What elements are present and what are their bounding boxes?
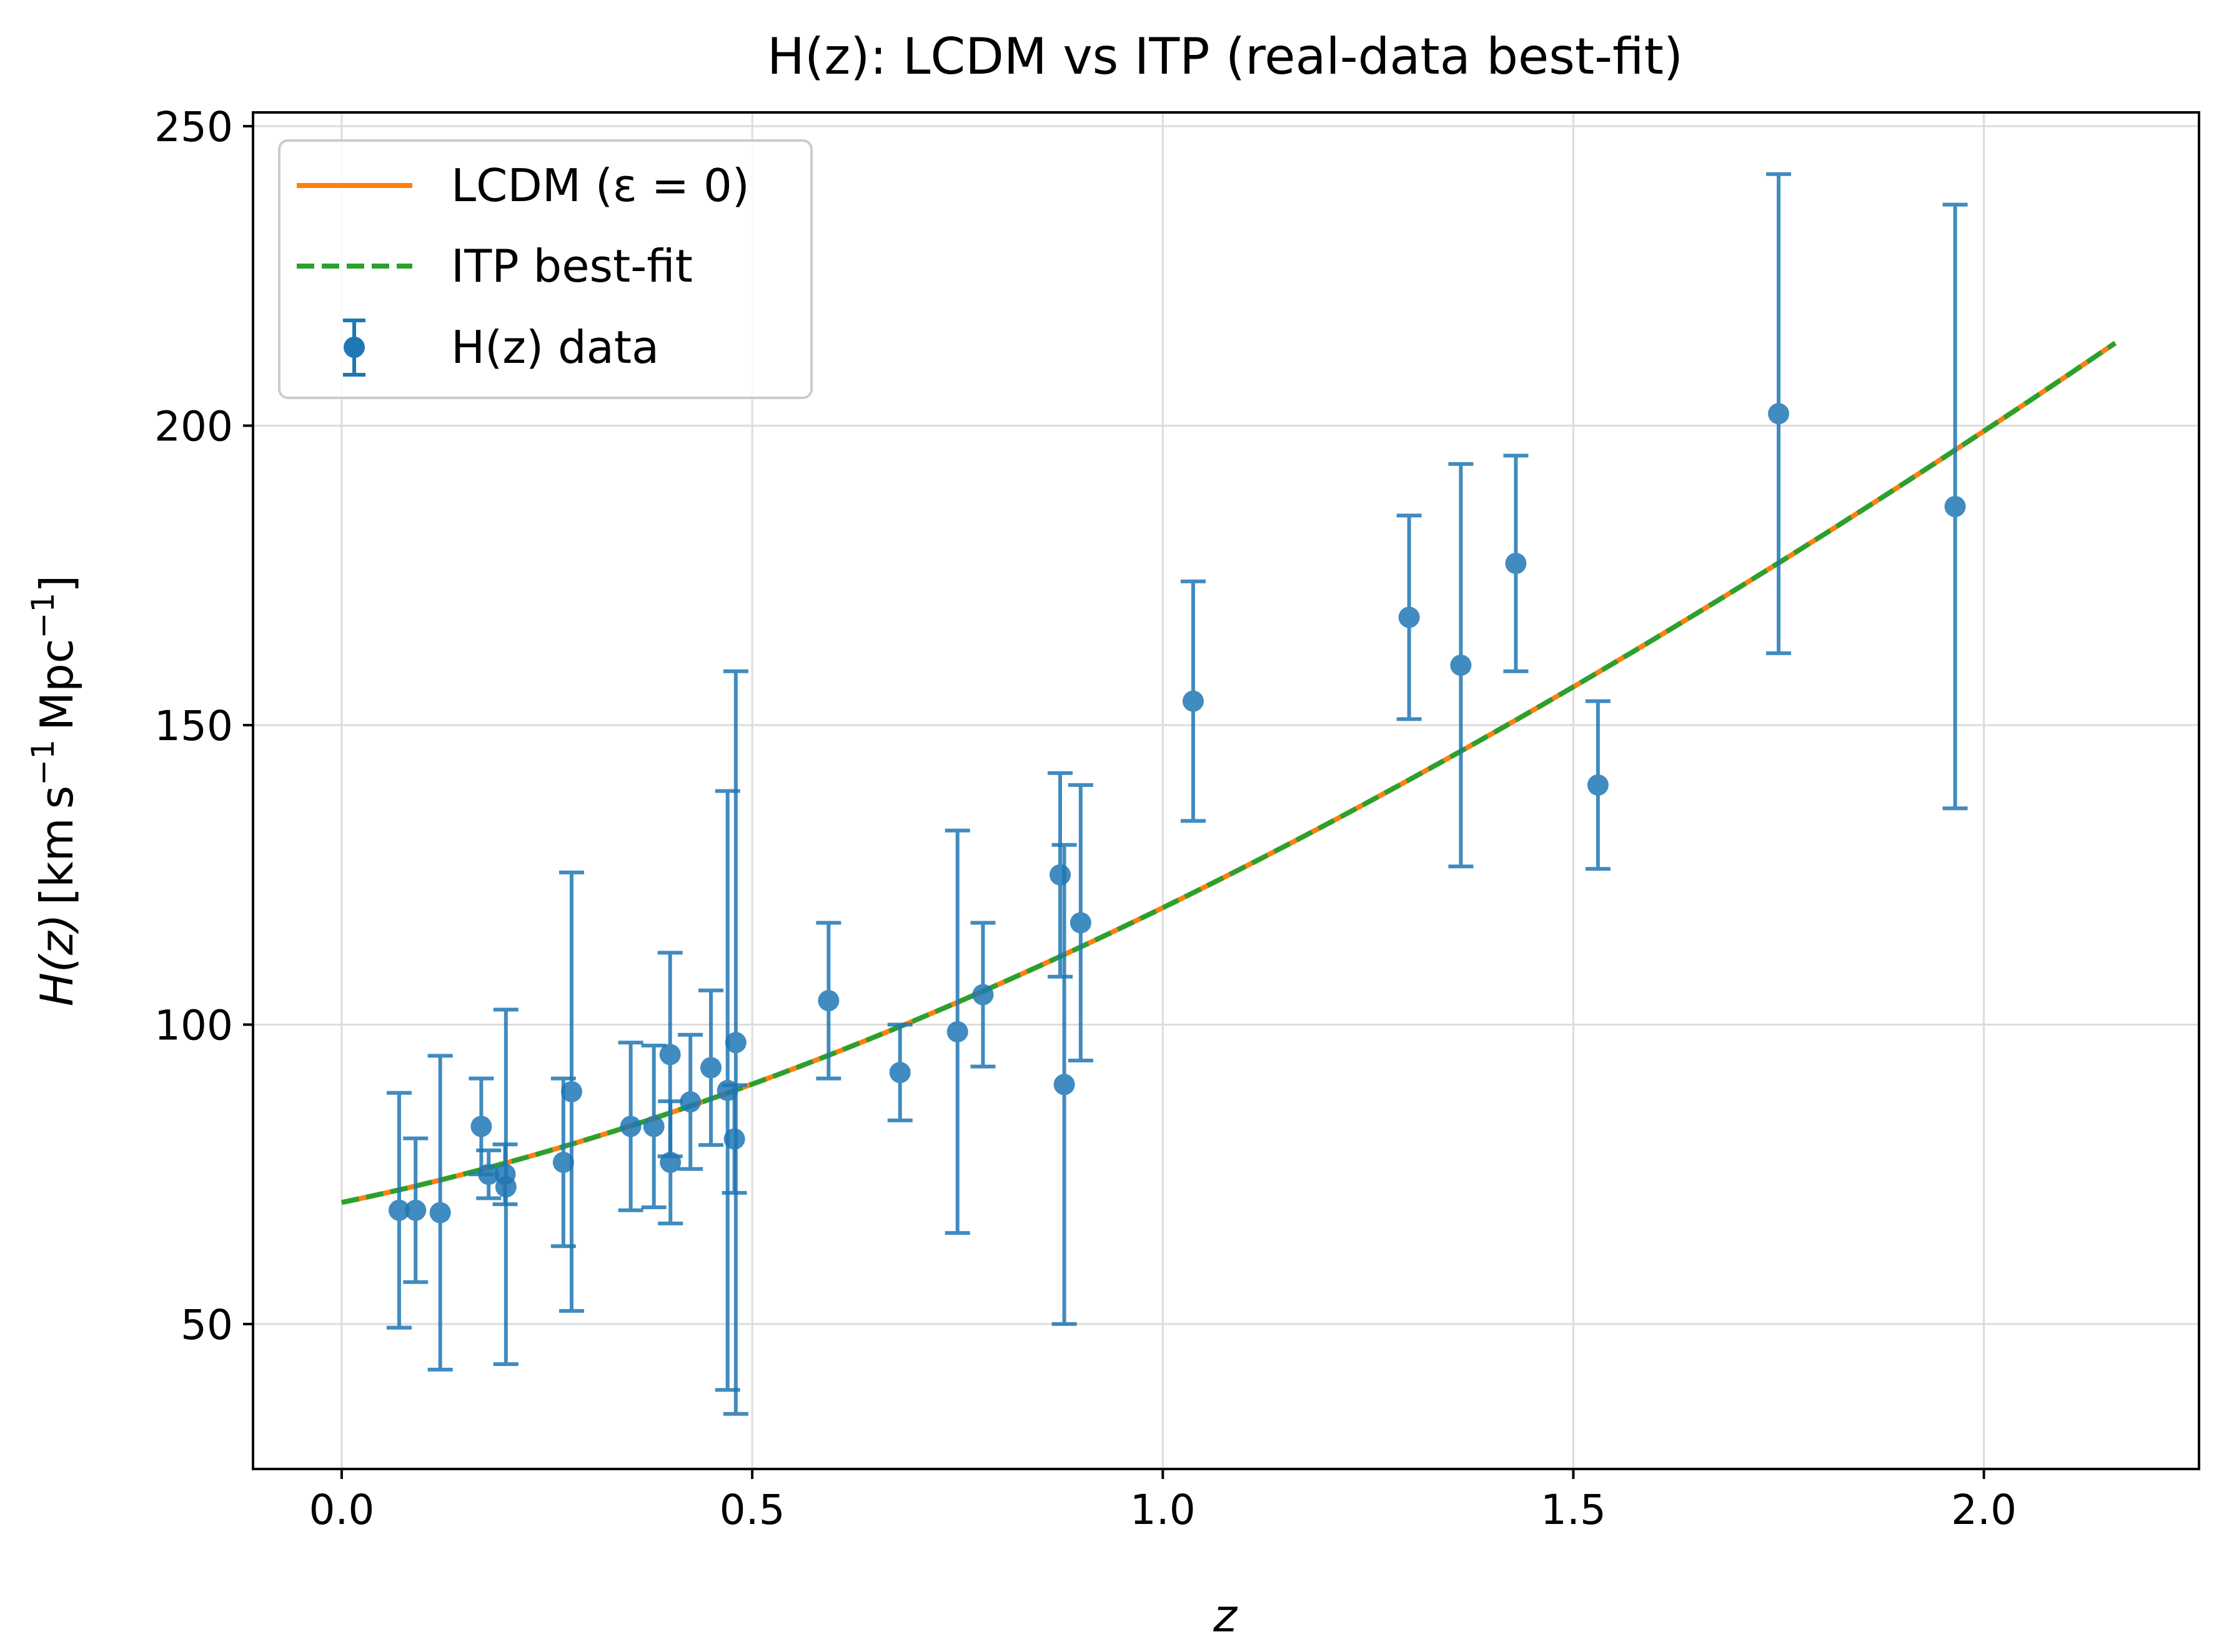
data-marker [1182, 690, 1204, 712]
data-point [698, 988, 724, 1147]
y-axis-unit-mpc: Mpc [31, 639, 83, 731]
data-marker [1050, 864, 1071, 886]
axes-frame [252, 111, 2200, 1470]
data-point [1068, 783, 1093, 1063]
data-point [678, 1032, 703, 1171]
x-tick-label: 1.0 [1130, 1486, 1196, 1534]
data-point [427, 1054, 453, 1372]
data-marker [725, 1032, 747, 1054]
data-marker [495, 1176, 517, 1198]
data-point [1448, 462, 1474, 869]
data-point [1942, 202, 1968, 811]
data-marker [700, 1057, 722, 1079]
data-point [403, 1136, 429, 1284]
legend-data-label: H(z) data [451, 321, 659, 373]
data-marker [1070, 912, 1091, 934]
data-marker [478, 1164, 500, 1185]
data-point [469, 1076, 494, 1177]
y-axis-unit-s-exponent: −1 [25, 739, 61, 786]
data-point [1503, 453, 1529, 673]
x-tick-label: 0.5 [720, 1486, 785, 1534]
y-axis-unit-mpc-exponent: −1 [25, 593, 61, 639]
x-tick-label: 2.0 [1951, 1486, 2017, 1534]
data-marker [660, 1152, 682, 1174]
data-marker [405, 1199, 427, 1221]
data-marker [889, 1062, 911, 1084]
y-axis-label: H(z)[kms−1Mpc−1] [25, 575, 83, 1007]
y-axis-bracket-close: ] [31, 575, 83, 593]
y-axis-unit-s: s [31, 786, 83, 809]
legend-itp-label: ITP best-fit [451, 240, 693, 292]
data-point [493, 1007, 519, 1367]
y-tick-label: 100 [154, 1001, 233, 1049]
data-marker [972, 984, 994, 1006]
chart-title: H(z): LCDM vs ITP (real-data best-fit) [767, 27, 1683, 86]
plot-area [341, 172, 2117, 1416]
data-point [658, 1099, 683, 1225]
x-tick-label: 1.5 [1541, 1486, 1606, 1534]
y-axis-label-main: H(z) [31, 914, 83, 1006]
data-marker [643, 1115, 665, 1137]
legend: LCDM (ε = 0) ITP best-fit H(z) data [278, 139, 813, 399]
data-marker [560, 1081, 582, 1102]
data-marker [620, 1115, 642, 1137]
y-axis-bracket-open: [ [31, 888, 83, 905]
axis-ticks: 0.0 0.5 1.0 1.5 2.0 50 100 150 200 250 [154, 103, 2017, 1534]
data-marker [1053, 1074, 1075, 1096]
data-point [1180, 579, 1206, 823]
data-marker [946, 1021, 968, 1042]
data-marker [388, 1199, 410, 1221]
data-marker [1450, 655, 1472, 676]
legend-data-marker [344, 337, 365, 358]
legend-box [278, 139, 813, 399]
data-point [970, 921, 996, 1069]
data-marker [1944, 495, 1966, 517]
y-tick-label: 200 [154, 403, 233, 451]
data-point [1766, 172, 1792, 655]
data-point [887, 1022, 913, 1122]
data-point [641, 1044, 667, 1209]
grid [253, 112, 2199, 1469]
legend-lcdm-label: LCDM (ε = 0) [451, 159, 750, 212]
y-tick-label: 50 [181, 1301, 233, 1349]
data-point [816, 921, 841, 1081]
data-point [1051, 843, 1077, 1326]
data-point [1396, 513, 1422, 721]
x-axis-label: z [1213, 1590, 1238, 1642]
data-point [558, 870, 584, 1313]
data-point [1585, 699, 1611, 871]
x-tick-label: 0.0 [309, 1486, 374, 1534]
data-marker [1768, 403, 1790, 425]
data-marker [659, 1044, 681, 1066]
y-tick-label: 150 [154, 702, 233, 750]
data-point [723, 669, 748, 1416]
data-point [386, 1091, 412, 1330]
data-marker [1505, 553, 1527, 575]
data-marker [1398, 606, 1420, 628]
y-axis-unit-km: km [31, 818, 83, 888]
data-marker [680, 1091, 702, 1113]
data-point [945, 828, 970, 1235]
data-marker [470, 1115, 492, 1137]
y-tick-label: 250 [154, 103, 233, 151]
data-marker [1587, 774, 1609, 796]
data-point [476, 1148, 502, 1200]
data-marker [552, 1152, 574, 1174]
data-marker [818, 990, 840, 1012]
data-marker [429, 1202, 451, 1224]
data-point [618, 1041, 643, 1212]
